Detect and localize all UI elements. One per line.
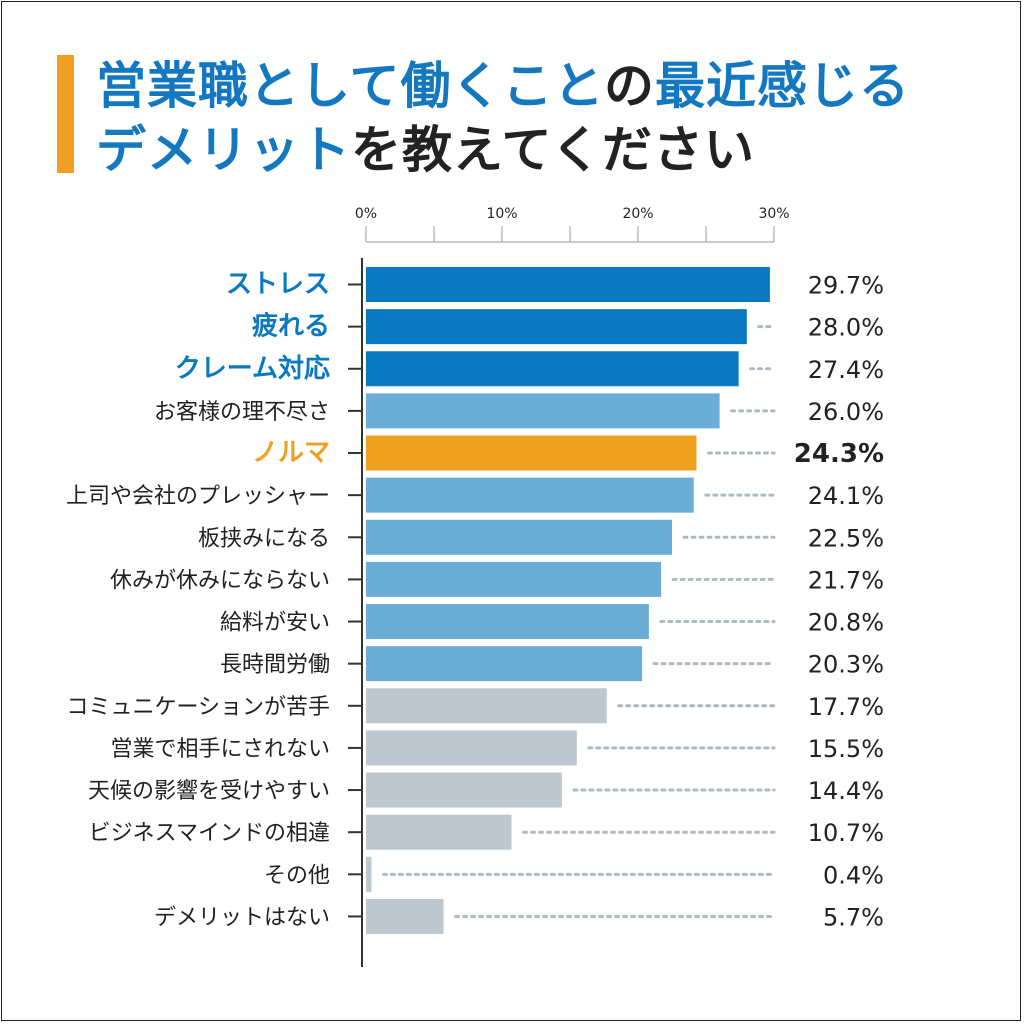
category-label: 営業で相手にされない <box>110 737 330 762</box>
category-label: お客様の理不尽さ <box>154 400 330 425</box>
tick-label: 20% <box>622 206 653 222</box>
value-label: 20.8% <box>808 609 884 637</box>
value-label: 26.0% <box>808 398 884 426</box>
bar <box>366 477 694 513</box>
value-label: 0.4% <box>823 861 884 889</box>
category-label: ビジネスマインドの相違 <box>89 821 330 846</box>
bar <box>366 856 372 892</box>
bar <box>366 646 643 682</box>
bar <box>366 351 739 387</box>
category-label: ノルマ <box>252 438 330 468</box>
value-label: 20.3% <box>808 651 884 679</box>
tick-label: 30% <box>758 206 789 222</box>
category-label: ストレス <box>226 270 330 300</box>
category-label: 天候の影響を受けやすい <box>88 779 330 804</box>
value-label: 15.5% <box>808 735 884 763</box>
chart-title-line-2: デメリットを教えてください <box>96 120 755 180</box>
tick-label: 10% <box>486 206 517 222</box>
bar <box>366 393 720 429</box>
category-label: 長時間労働 <box>220 653 330 678</box>
chart-title-line-1: 営業職として働くことの最近感じる <box>96 56 910 116</box>
value-label: 10.7% <box>808 819 884 847</box>
bar <box>366 772 562 808</box>
tick-label: 0% <box>355 206 377 222</box>
value-label: 21.7% <box>808 566 884 594</box>
bar <box>366 730 577 766</box>
value-label: 24.1% <box>808 482 884 510</box>
title-segment: の <box>604 57 655 115</box>
bar <box>366 688 607 724</box>
category-label: 上司や会社のプレッシャー <box>66 484 330 509</box>
category-label: その他 <box>264 863 330 888</box>
category-label: 疲れる <box>252 311 330 342</box>
bar <box>366 604 649 640</box>
category-label: 板挟みになる <box>198 526 330 551</box>
title-segment: 最近感じる <box>655 57 910 115</box>
title-accent-bar <box>57 55 74 173</box>
value-label: 28.0% <box>808 314 884 342</box>
category-label: クレーム対応 <box>175 353 330 384</box>
bar <box>366 561 662 597</box>
category-label: 休みが休みにならない <box>110 568 330 593</box>
value-label: 5.7% <box>823 903 884 931</box>
title-segment: を教えてください <box>351 121 755 179</box>
bar <box>366 267 770 302</box>
category-label: デメリットはない <box>154 905 330 930</box>
category-label: 給料が安い <box>220 611 330 636</box>
value-label: 22.5% <box>808 524 884 552</box>
value-label: 14.4% <box>808 777 884 805</box>
bar <box>366 898 444 934</box>
value-label: 17.7% <box>808 693 884 721</box>
value-label: 27.4% <box>808 356 884 384</box>
bar <box>366 309 747 345</box>
title-segment: 営業職として働くこと <box>96 57 604 115</box>
bar <box>366 519 672 555</box>
value-label: 29.7% <box>808 272 884 300</box>
bar <box>366 435 697 471</box>
title-segment: デメリット <box>96 121 351 179</box>
category-label: コミュニケーションが苦手 <box>66 695 330 720</box>
value-label: 24.3% <box>794 439 884 469</box>
bar <box>366 814 512 850</box>
